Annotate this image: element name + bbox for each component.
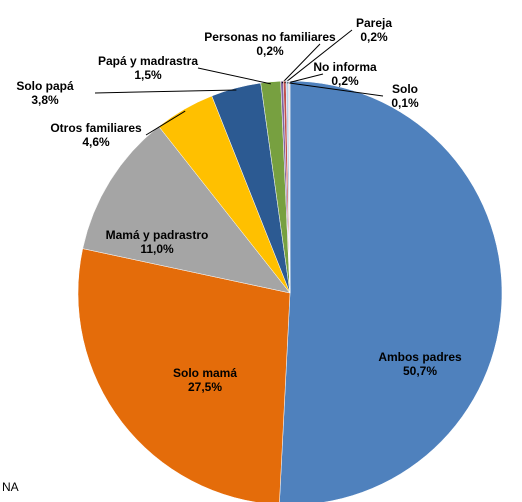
slice-label: No informa	[313, 60, 377, 74]
slice-label: Solo mamá	[173, 366, 237, 380]
slice-value-label: 1,5%	[134, 68, 162, 82]
slice-value-label: 11,0%	[140, 242, 174, 256]
slice-value-label: 3,8%	[31, 93, 59, 107]
cropped-text: NA	[2, 480, 19, 494]
slice-value-label: 4,6%	[82, 135, 110, 149]
leader-line	[284, 29, 353, 84]
slice-label: Personas no familiares	[204, 30, 336, 44]
slice-value-label: 0,2%	[331, 74, 359, 88]
slice-value-label: 0,2%	[360, 30, 388, 44]
slice-label: Solo	[392, 82, 418, 96]
slice-label: Otros familiares	[50, 121, 142, 135]
leader-line	[197, 67, 271, 85]
pie-slice	[82, 126, 291, 294]
leader-line	[281, 43, 321, 84]
slice-value-label: 0,1%	[391, 96, 419, 110]
slice-label: Ambos padres	[378, 350, 462, 364]
leader-line	[287, 73, 324, 84]
slice-label: Pareja	[356, 16, 392, 30]
leader-line	[289, 82, 384, 97]
pie-slice	[279, 80, 503, 502]
slice-label: Solo papá	[16, 79, 74, 93]
slice-value-label: 0,2%	[256, 44, 284, 58]
leader-line	[94, 89, 237, 94]
pie-slice	[77, 248, 291, 502]
pie-slice	[288, 80, 291, 294]
slice-label: Mamá y padrastro	[106, 228, 209, 242]
slice-label: Papá y madrastra	[98, 54, 198, 68]
slice-value-label: 27,5%	[188, 380, 222, 394]
leader-line	[145, 110, 186, 136]
slice-value-label: 50,7%	[403, 364, 437, 378]
